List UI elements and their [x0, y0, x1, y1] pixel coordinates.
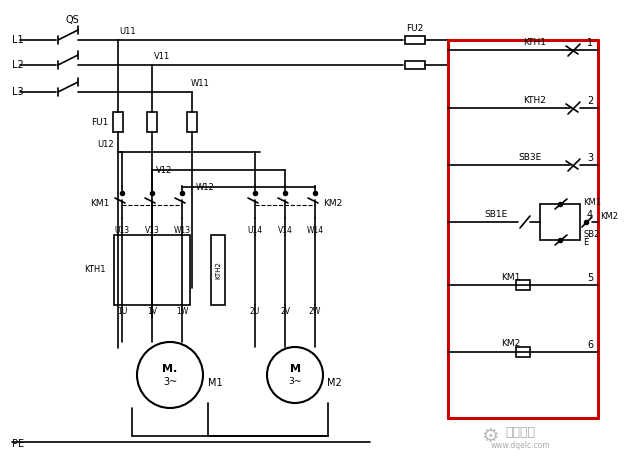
- Text: QS: QS: [65, 15, 79, 25]
- Text: 1W: 1W: [176, 306, 188, 315]
- Text: KTH2: KTH2: [523, 95, 546, 104]
- Text: KM1: KM1: [583, 197, 601, 206]
- Text: L2: L2: [12, 60, 24, 70]
- Text: KTH1: KTH1: [523, 38, 546, 47]
- Circle shape: [137, 342, 203, 408]
- Text: www.dqelc.com: www.dqelc.com: [490, 441, 550, 451]
- Text: U12: U12: [97, 140, 114, 149]
- Text: M1: M1: [208, 378, 222, 388]
- Text: KTH2: KTH2: [215, 261, 221, 279]
- Text: 电工天下: 电工天下: [505, 425, 535, 439]
- Text: 3~: 3~: [288, 376, 301, 385]
- Bar: [405, 36, 425, 44]
- Text: W14: W14: [306, 226, 323, 235]
- Text: 2V: 2V: [280, 306, 290, 315]
- Text: 4: 4: [587, 210, 593, 220]
- Text: W11: W11: [191, 78, 209, 87]
- Text: 1V: 1V: [147, 306, 157, 315]
- Circle shape: [267, 347, 323, 403]
- Text: V12: V12: [156, 165, 172, 174]
- Text: KM2: KM2: [600, 212, 618, 220]
- Text: U14: U14: [247, 226, 263, 235]
- Bar: [147, 112, 157, 132]
- Text: 1: 1: [587, 38, 593, 48]
- Text: 2U: 2U: [250, 306, 260, 315]
- Text: 3~: 3~: [163, 377, 177, 387]
- Text: L3: L3: [12, 87, 24, 97]
- Text: 5: 5: [587, 273, 593, 283]
- Text: ⚙: ⚙: [481, 428, 499, 446]
- Bar: [405, 61, 425, 69]
- Bar: [516, 347, 530, 357]
- Text: V14: V14: [278, 226, 293, 235]
- Text: M.: M.: [163, 364, 178, 374]
- Text: PE: PE: [12, 439, 24, 449]
- Text: KM2: KM2: [323, 198, 342, 207]
- Text: SB1E: SB1E: [485, 210, 508, 219]
- Bar: [113, 112, 123, 132]
- Text: W13: W13: [173, 226, 190, 235]
- Text: W12: W12: [196, 182, 215, 191]
- Text: FU1: FU1: [90, 118, 108, 126]
- Text: M: M: [290, 364, 301, 374]
- Text: U13: U13: [114, 226, 129, 235]
- Text: U11: U11: [120, 26, 136, 36]
- Text: KM2: KM2: [501, 339, 520, 348]
- Text: 1U: 1U: [117, 306, 127, 315]
- Text: 3: 3: [587, 153, 593, 163]
- Bar: [114, 235, 190, 305]
- Text: KTH1: KTH1: [85, 266, 106, 274]
- Text: V13: V13: [144, 226, 160, 235]
- Text: E: E: [583, 237, 588, 246]
- Bar: [211, 235, 225, 305]
- Text: L1: L1: [12, 35, 24, 45]
- Text: FU2: FU2: [406, 24, 424, 32]
- Text: 2W: 2W: [309, 306, 321, 315]
- Bar: [187, 112, 197, 132]
- Text: KM1: KM1: [501, 273, 521, 282]
- Text: M2: M2: [327, 378, 342, 388]
- Text: 6: 6: [587, 340, 593, 350]
- Bar: [516, 280, 530, 290]
- Text: SB2: SB2: [583, 229, 599, 238]
- Text: 2: 2: [587, 96, 593, 106]
- Text: SB3E: SB3E: [519, 152, 542, 162]
- Text: V11: V11: [154, 52, 170, 61]
- Text: KM1: KM1: [90, 198, 109, 207]
